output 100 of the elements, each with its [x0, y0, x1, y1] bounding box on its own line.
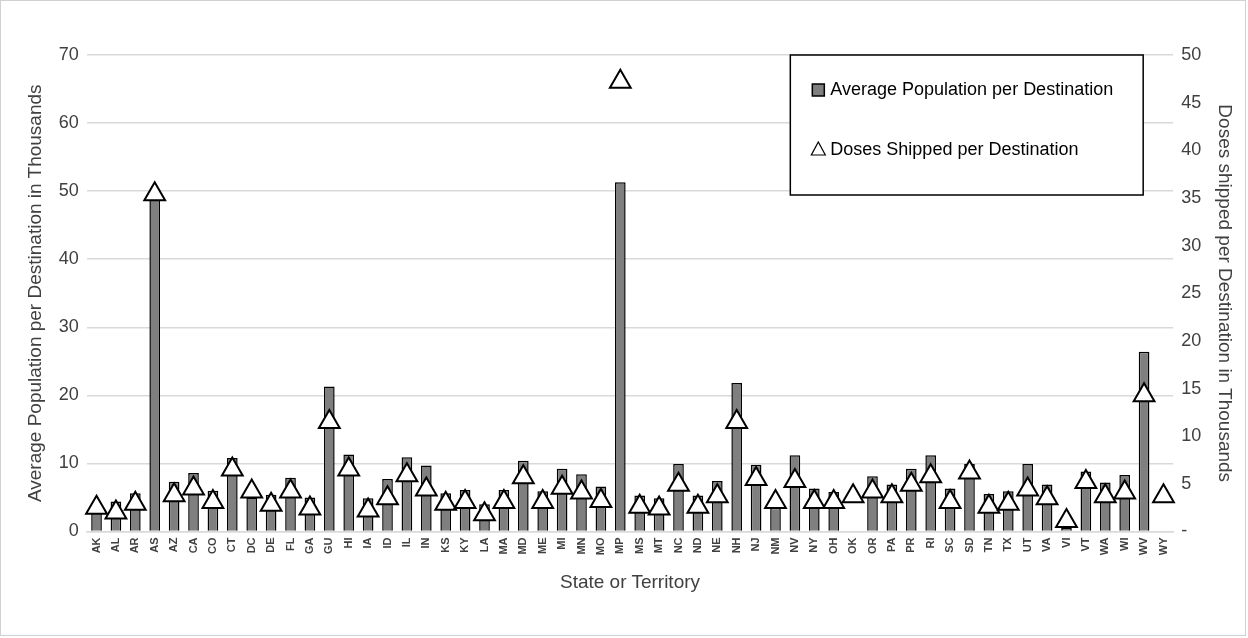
- x-tick-label: CO: [205, 537, 218, 554]
- x-tick-label: MD: [516, 537, 529, 555]
- x-tick-label: HI: [341, 537, 354, 549]
- y2-tick-label: 20: [1181, 329, 1202, 350]
- x-tick-label: LA: [477, 537, 490, 553]
- point: [414, 476, 438, 497]
- point: [1113, 479, 1137, 500]
- point: [259, 491, 283, 512]
- y2-tick-label: 50: [1181, 43, 1202, 64]
- x-tick-label: SD: [962, 537, 975, 553]
- x-tick-label: TX: [1001, 536, 1014, 552]
- point: [783, 467, 807, 488]
- x-tick-label: MA: [496, 537, 509, 555]
- x-tick-label: NY: [807, 536, 820, 553]
- point: [531, 488, 555, 509]
- point: [1093, 483, 1117, 504]
- point: [298, 495, 322, 516]
- point: [608, 68, 632, 89]
- point: [143, 181, 167, 202]
- x-axis-title: State or Territory: [559, 570, 701, 592]
- point: [938, 488, 962, 509]
- x-tick-label: GA: [302, 537, 315, 554]
- point: [647, 495, 671, 516]
- y-tick-label: 10: [58, 452, 79, 473]
- x-tick-label: UT: [1020, 537, 1033, 553]
- x-tick-label: PA: [884, 537, 897, 552]
- y2-tick-label: 5: [1181, 472, 1192, 493]
- point: [453, 488, 477, 509]
- x-tick-label: CT: [225, 537, 238, 553]
- point: [550, 474, 574, 495]
- point: [686, 493, 710, 514]
- x-tick-label: NJ: [749, 537, 762, 552]
- point: [1035, 485, 1059, 506]
- point: [822, 488, 846, 509]
- point: [511, 464, 535, 485]
- point: [317, 408, 341, 429]
- x-tick-label: AZ: [167, 537, 180, 553]
- x-tick-label: KS: [438, 537, 451, 553]
- x-tick-label: NV: [787, 536, 800, 553]
- x-tick-label: CA: [186, 537, 199, 554]
- x-tick-label: FL: [283, 537, 296, 551]
- x-tick-label: IA: [361, 537, 374, 549]
- y2-tick-label: 15: [1181, 377, 1202, 398]
- point: [85, 494, 108, 515]
- y2-tick-label: -: [1181, 520, 1188, 541]
- point: [1132, 382, 1156, 403]
- y2-axis-title: Doses shipped per Destination in Thousands: [1215, 104, 1237, 483]
- point: [182, 475, 205, 496]
- x-tick-label: AR: [128, 537, 141, 554]
- x-tick-label: WI: [1117, 537, 1130, 551]
- point: [977, 493, 1001, 514]
- y2-tick-label: 45: [1181, 91, 1202, 112]
- point: [473, 501, 496, 522]
- point: [1055, 508, 1078, 528]
- x-tick-label: ND: [690, 537, 703, 554]
- point: [705, 483, 729, 504]
- point: [337, 456, 361, 477]
- point: [240, 478, 264, 499]
- point: [861, 478, 884, 499]
- y-tick-label: 60: [58, 112, 79, 133]
- y-axis-title: Average Population per Destination in Thousands: [23, 84, 45, 503]
- x-tick-label: NH: [729, 537, 742, 554]
- legend-label: Doses Shipped per Destination: [830, 138, 1079, 159]
- point: [376, 485, 399, 506]
- point: [104, 499, 128, 520]
- point: [996, 490, 1020, 511]
- x-tick-label: OK: [846, 537, 859, 554]
- point: [919, 463, 943, 484]
- x-tick-label: WA: [1098, 537, 1111, 556]
- x-tick-label: GU: [322, 537, 335, 554]
- y-tick-label: 50: [58, 180, 79, 201]
- point: [279, 478, 302, 499]
- point: [434, 490, 458, 511]
- y2-tick-label: 10: [1181, 425, 1202, 446]
- x-tick-label: WY: [1156, 536, 1169, 556]
- point: [356, 497, 380, 518]
- x-tick-label: ID: [380, 537, 393, 549]
- point: [395, 462, 419, 483]
- point: [958, 459, 981, 480]
- point: [1016, 476, 1040, 497]
- x-tick-label: WV: [1137, 536, 1150, 556]
- point: [802, 488, 826, 509]
- point: [162, 482, 186, 503]
- x-tick-label: TN: [981, 537, 994, 553]
- point: [667, 471, 690, 492]
- x-tick-label: MT: [652, 537, 665, 554]
- x-tick-label: OR: [865, 537, 878, 554]
- y-tick-label: 20: [58, 384, 79, 405]
- y-tick-label: 40: [58, 248, 79, 269]
- point: [201, 488, 225, 509]
- legend-label: Average Population per Destination: [830, 78, 1114, 99]
- y2-tick-label: 30: [1181, 234, 1202, 255]
- x-tick-label: MI: [555, 537, 568, 550]
- x-tick-label: IL: [399, 537, 412, 548]
- x-tick-label: NM: [768, 537, 781, 555]
- x-tick-label: AK: [89, 537, 102, 554]
- point: [628, 493, 652, 514]
- x-tick-label: VI: [1059, 537, 1072, 548]
- point: [589, 487, 613, 508]
- x-tick-label: AL: [108, 537, 121, 553]
